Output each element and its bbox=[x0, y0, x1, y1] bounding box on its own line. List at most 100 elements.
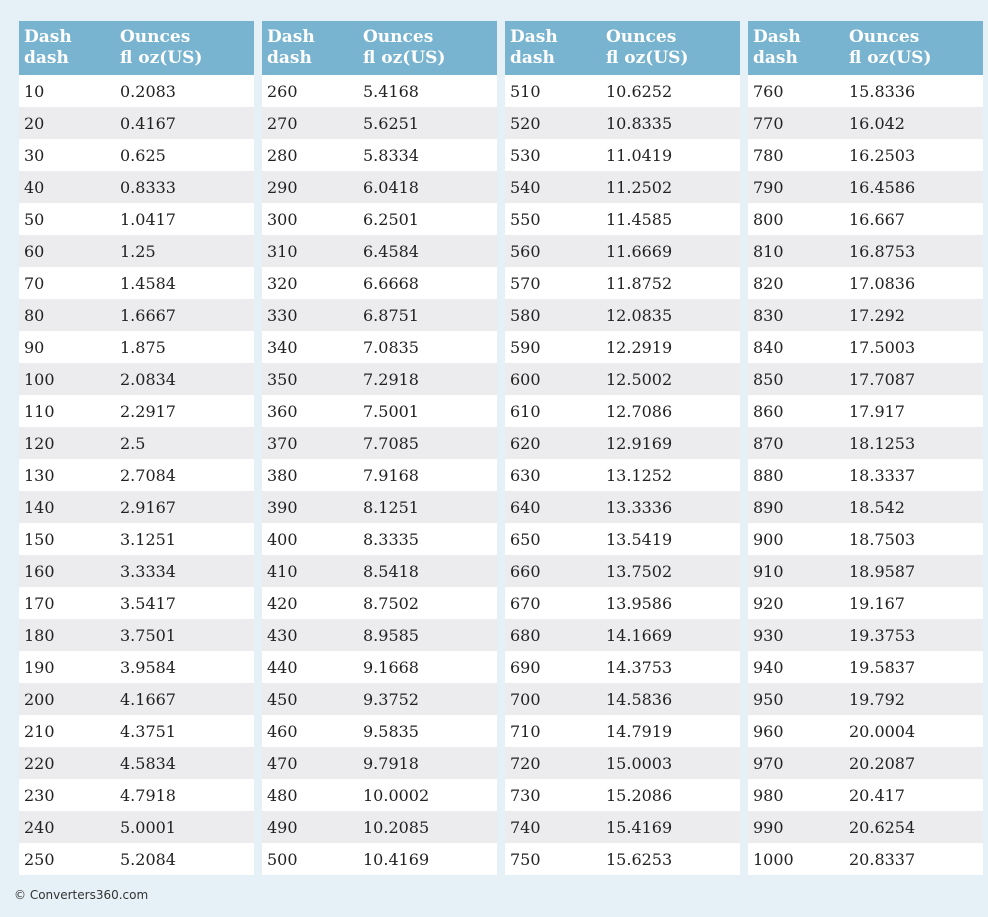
dash-value: 640 bbox=[505, 491, 601, 523]
dash-value: 320 bbox=[262, 267, 358, 299]
ounces-value: 12.0835 bbox=[601, 299, 740, 331]
table-row: 710 14.7919 bbox=[505, 715, 740, 747]
ounces-value: 5.2084 bbox=[115, 843, 254, 875]
table-row: 800 16.667 bbox=[748, 203, 983, 235]
dash-value: 790 bbox=[748, 171, 844, 203]
dash-value: 390 bbox=[262, 491, 358, 523]
table-row: 330 6.8751 bbox=[262, 299, 497, 331]
ounces-value: 7.7085 bbox=[358, 427, 497, 459]
table-row: 360 7.5001 bbox=[262, 395, 497, 427]
ounces-value: 13.5419 bbox=[601, 523, 740, 555]
dash-value: 610 bbox=[505, 395, 601, 427]
dash-value: 100 bbox=[19, 363, 115, 395]
table-row: 170 3.5417 bbox=[19, 587, 254, 619]
dash-value: 510 bbox=[505, 75, 601, 107]
header-ounces: Ounces fl oz(US) bbox=[844, 21, 983, 75]
table-row: 890 18.542 bbox=[748, 491, 983, 523]
table-row: 560 11.6669 bbox=[505, 235, 740, 267]
table-row: 640 13.3336 bbox=[505, 491, 740, 523]
ounces-value: 3.1251 bbox=[115, 523, 254, 555]
dash-value: 920 bbox=[748, 587, 844, 619]
table-row: 210 4.3751 bbox=[19, 715, 254, 747]
dash-value: 360 bbox=[262, 395, 358, 427]
dash-value: 420 bbox=[262, 587, 358, 619]
header-dash: Dash dash bbox=[19, 21, 115, 75]
table-row: 970 20.2087 bbox=[748, 747, 983, 779]
dash-value: 960 bbox=[748, 715, 844, 747]
ounces-value: 5.6251 bbox=[358, 107, 497, 139]
dash-value: 70 bbox=[19, 267, 115, 299]
ounces-value: 19.3753 bbox=[844, 619, 983, 651]
dash-value: 10 bbox=[19, 75, 115, 107]
dash-value: 970 bbox=[748, 747, 844, 779]
dash-value: 290 bbox=[262, 171, 358, 203]
ounces-value: 15.4169 bbox=[601, 811, 740, 843]
ounces-value: 2.7084 bbox=[115, 459, 254, 491]
table-row: 810 16.8753 bbox=[748, 235, 983, 267]
header-dash: Dash dash bbox=[505, 21, 601, 75]
ounces-value: 20.8337 bbox=[844, 843, 983, 875]
ounces-value: 4.5834 bbox=[115, 747, 254, 779]
ounces-value: 13.3336 bbox=[601, 491, 740, 523]
ounces-value: 10.8335 bbox=[601, 107, 740, 139]
dash-value: 1000 bbox=[748, 843, 844, 875]
dash-value: 340 bbox=[262, 331, 358, 363]
table-row: 20 0.4167 bbox=[19, 107, 254, 139]
table-row: 930 19.3753 bbox=[748, 619, 983, 651]
dash-value: 620 bbox=[505, 427, 601, 459]
ounces-value: 14.3753 bbox=[601, 651, 740, 683]
dash-value: 840 bbox=[748, 331, 844, 363]
table-row: 780 16.2503 bbox=[748, 139, 983, 171]
ounces-value: 0.4167 bbox=[115, 107, 254, 139]
dash-value: 830 bbox=[748, 299, 844, 331]
table-row: 980 20.417 bbox=[748, 779, 983, 811]
dash-value: 550 bbox=[505, 203, 601, 235]
dash-value: 410 bbox=[262, 555, 358, 587]
dash-value: 180 bbox=[19, 619, 115, 651]
header-ounces: Ounces fl oz(US) bbox=[358, 21, 497, 75]
dash-value: 910 bbox=[748, 555, 844, 587]
table-row: 220 4.5834 bbox=[19, 747, 254, 779]
table-row: 770 16.042 bbox=[748, 107, 983, 139]
dash-value: 950 bbox=[748, 683, 844, 715]
ounces-value: 2.5 bbox=[115, 427, 254, 459]
table-row: 280 5.8334 bbox=[262, 139, 497, 171]
table-row: 290 6.0418 bbox=[262, 171, 497, 203]
ounces-value: 13.1252 bbox=[601, 459, 740, 491]
ounces-value: 13.9586 bbox=[601, 587, 740, 619]
dash-value: 460 bbox=[262, 715, 358, 747]
ounces-value: 8.9585 bbox=[358, 619, 497, 651]
table-row: 860 17.917 bbox=[748, 395, 983, 427]
dash-value: 990 bbox=[748, 811, 844, 843]
dash-value: 330 bbox=[262, 299, 358, 331]
ounces-value: 1.875 bbox=[115, 331, 254, 363]
ounces-value: 17.0836 bbox=[844, 267, 983, 299]
ounces-value: 19.5837 bbox=[844, 651, 983, 683]
table-row: 990 20.6254 bbox=[748, 811, 983, 843]
ounces-value: 9.7918 bbox=[358, 747, 497, 779]
header-dash: Dash dash bbox=[262, 21, 358, 75]
ounces-value: 15.2086 bbox=[601, 779, 740, 811]
table-row: 630 13.1252 bbox=[505, 459, 740, 491]
table-row: 50 1.0417 bbox=[19, 203, 254, 235]
table-row: 500 10.4169 bbox=[262, 843, 497, 875]
dash-value: 480 bbox=[262, 779, 358, 811]
dash-value: 690 bbox=[505, 651, 601, 683]
table-row: 790 16.4586 bbox=[748, 171, 983, 203]
dash-value: 560 bbox=[505, 235, 601, 267]
ounces-value: 11.2502 bbox=[601, 171, 740, 203]
table-row: 730 15.2086 bbox=[505, 779, 740, 811]
dash-value: 520 bbox=[505, 107, 601, 139]
table-row: 700 14.5836 bbox=[505, 683, 740, 715]
dash-value: 270 bbox=[262, 107, 358, 139]
header-ounces: Ounces fl oz(US) bbox=[601, 21, 740, 75]
table-row: 380 7.9168 bbox=[262, 459, 497, 491]
ounces-value: 9.5835 bbox=[358, 715, 497, 747]
dash-value: 210 bbox=[19, 715, 115, 747]
dash-value: 370 bbox=[262, 427, 358, 459]
conversion-table-1: Dash dash Ounces fl oz(US) 10 0.2083 20 0.416… bbox=[19, 21, 254, 875]
table-row: 120 2.5 bbox=[19, 427, 254, 459]
ounces-value: 4.7918 bbox=[115, 779, 254, 811]
table-row: 880 18.3337 bbox=[748, 459, 983, 491]
ounces-value: 17.5003 bbox=[844, 331, 983, 363]
